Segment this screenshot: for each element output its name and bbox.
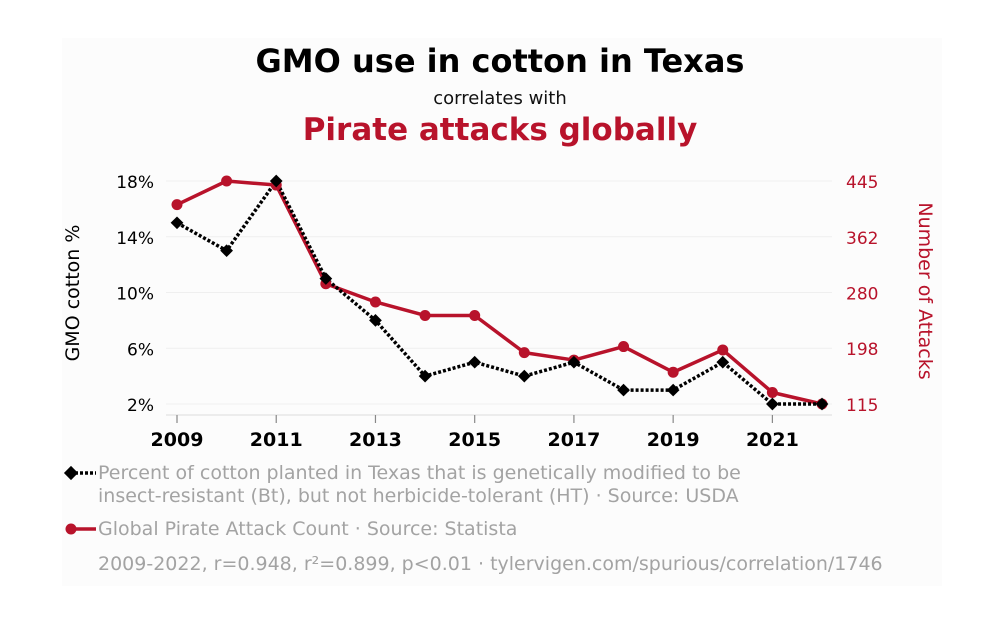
x-tick-label: 2015 [448, 429, 501, 451]
point-pirate-attacks [518, 347, 530, 359]
right-tick-label: 115 [846, 396, 878, 416]
chart-title: GMO use in cotton in Texas [255, 42, 745, 80]
left-tick-label: 2% [127, 396, 154, 416]
point-pirate-attacks [469, 309, 481, 321]
legend-label-gmo-line1: Percent of cotton planted in Texas that … [98, 462, 741, 484]
point-gmo-cotton [220, 244, 233, 258]
right-tick-label: 280 [846, 285, 878, 305]
legend-label-pirate: Global Pirate Attack Count · Source: Sta… [98, 518, 518, 540]
legend-label-gmo: Percent of cotton planted in Texas that … [98, 462, 741, 508]
second-series-title: Pirate attacks globally [302, 112, 698, 148]
point-gmo-cotton [369, 314, 382, 327]
point-gmo-cotton [766, 397, 779, 411]
point-pirate-attacks [369, 296, 381, 308]
legend-swatch-gmo [63, 465, 96, 481]
legend-item-pirate: Global Pirate Attack Count · Source: Sta… [62, 518, 517, 541]
right-tick-label: 198 [846, 340, 878, 360]
x-axis-ticks: 2009 2011 2013 2015 2017 2019 2021 [151, 414, 832, 451]
left-tick-label: 14% [116, 229, 154, 249]
left-axis-label: GMO cotton % [62, 225, 84, 362]
x-tick-label: 2019 [647, 429, 700, 451]
point-pirate-attacks [766, 387, 778, 399]
point-pirate-attacks [667, 366, 679, 378]
point-pirate-attacks [717, 344, 729, 356]
x-tick-label: 2013 [349, 429, 402, 451]
right-axis-label: Number of Attacks [914, 202, 936, 379]
legend-item-gmo: Percent of cotton planted in Texas that … [62, 462, 741, 508]
point-gmo-cotton [269, 174, 283, 188]
point-gmo-cotton [418, 369, 432, 383]
footer-stats: 2009-2022, r=0.948, r²=0.899, p<0.01 · t… [98, 553, 883, 575]
left-tick-label: 18% [116, 173, 154, 193]
left-axis-ticks: 2% 6% 10% 14% 18% [116, 173, 154, 416]
left-tick-label: 6% [127, 340, 154, 360]
point-gmo-cotton [170, 216, 184, 230]
series-line-gmo-cotton [176, 179, 822, 406]
right-axis-ticks: 115 198 280 362 445 [846, 173, 878, 416]
point-gmo-cotton [666, 383, 680, 397]
chart-subtitle: correlates with [433, 88, 567, 109]
point-gmo-cotton [517, 369, 531, 383]
right-tick-label: 362 [846, 229, 878, 249]
series-line-pirate-attacks [176, 179, 823, 406]
series-lines [176, 179, 823, 406]
point-pirate-attacks [221, 175, 233, 187]
chart-panel [62, 38, 942, 586]
legend-swatch-pirate [65, 523, 96, 535]
x-tick-label: 2009 [151, 429, 204, 451]
point-pirate-attacks [618, 341, 630, 353]
legend-label-gmo-line2: insect-resistant (Bt), but not herbicide… [98, 485, 739, 507]
x-tick-label: 2011 [250, 429, 303, 451]
x-tick-label: 2017 [547, 429, 600, 451]
point-gmo-cotton [319, 272, 333, 285]
right-tick-label: 445 [846, 173, 878, 193]
x-tick-label: 2021 [746, 429, 799, 451]
series-markers [170, 174, 829, 411]
point-pirate-attacks [419, 309, 431, 321]
point-gmo-cotton [815, 397, 829, 411]
left-tick-label: 10% [116, 285, 154, 305]
point-gmo-cotton [468, 355, 482, 369]
point-pirate-attacks [171, 199, 183, 211]
